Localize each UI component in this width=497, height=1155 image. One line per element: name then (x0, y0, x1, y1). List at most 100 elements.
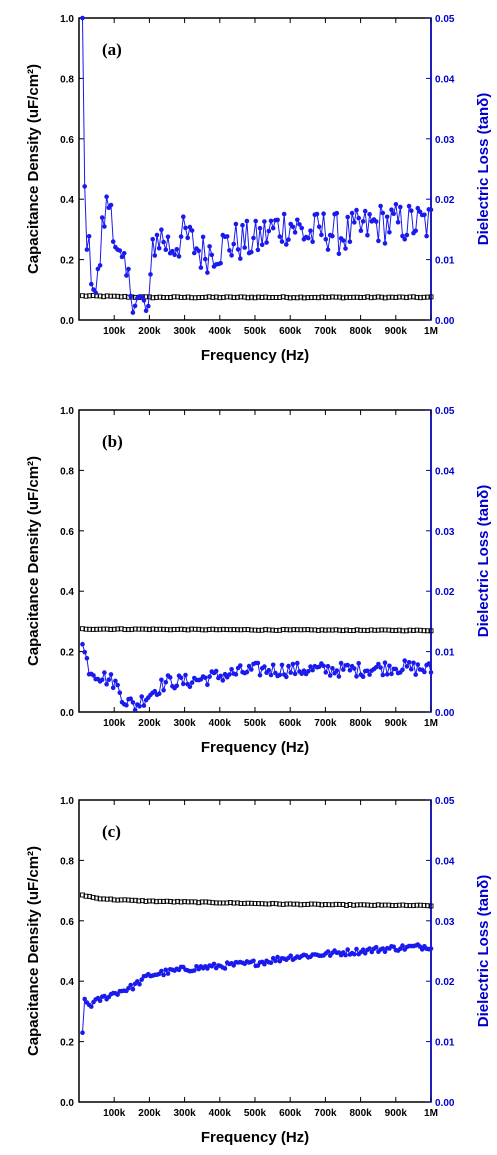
capacitance-point (393, 903, 399, 908)
panel-label: (b) (102, 432, 123, 451)
loss-point (108, 672, 114, 677)
panel-label: (c) (102, 822, 121, 841)
capacitance-point (196, 295, 202, 301)
loss-point (233, 221, 239, 227)
capacitance-point (414, 627, 420, 633)
y-tick-label: 0.8 (60, 74, 74, 85)
loss-point (231, 241, 236, 247)
capacitance-point (199, 295, 205, 300)
loss-point (130, 310, 136, 315)
capacitance-point (80, 293, 85, 299)
capacitance-point (425, 628, 430, 634)
loss-point (387, 230, 392, 235)
y-axis-label: Capacitance Density (uF/cm²) (25, 456, 42, 666)
capacitance-point (340, 628, 346, 634)
capacitance-point (428, 628, 434, 634)
y2-axis-label: Dielectric Loss (tanδ) (475, 485, 492, 637)
capacitance-point (308, 901, 314, 907)
loss-point (402, 237, 408, 242)
capacitance-point (372, 627, 378, 633)
loss-point (268, 672, 274, 678)
capacitance-point (217, 627, 223, 633)
capacitance-point (203, 627, 209, 633)
capacitance-point (284, 294, 290, 300)
x-tick-label: 300k (173, 1108, 196, 1119)
loss-point (428, 207, 434, 212)
loss-point (159, 677, 164, 683)
capacitance-point (389, 627, 395, 633)
capacitance-point (182, 294, 188, 300)
loss-point (132, 707, 138, 713)
loss-point (266, 667, 272, 673)
capacitance-point (90, 293, 96, 298)
capacitance-point (132, 897, 138, 903)
loss-point (373, 945, 379, 950)
y2-tick-label: 0.03 (435, 917, 455, 928)
loss-point (365, 232, 370, 238)
capacitance-point (185, 627, 191, 633)
capacitance-point (403, 628, 409, 634)
capacitance-point (322, 294, 328, 300)
capacitance-point (414, 294, 420, 300)
x-axis-label: Frequency (Hz) (201, 1129, 309, 1146)
capacitance-point (111, 293, 117, 299)
loss-point (246, 663, 252, 669)
loss-point (334, 668, 340, 673)
loss-point (141, 298, 147, 303)
capacitance-point (249, 627, 254, 633)
capacitance-point (354, 902, 360, 908)
capacitance-point (368, 902, 374, 908)
loss-point (124, 273, 129, 278)
capacitance-point (375, 902, 381, 908)
loss-point (110, 239, 116, 244)
capacitance-point (161, 295, 166, 300)
loss-point (93, 290, 98, 296)
loss-point (181, 214, 186, 219)
capacitance-point (164, 898, 170, 904)
loss-point (89, 1004, 94, 1009)
capacitance-point (203, 294, 209, 300)
capacitance-point (368, 627, 374, 633)
loss-point (163, 680, 169, 685)
loss-point (413, 672, 419, 677)
loss-point (82, 996, 87, 1002)
y-tick-label: 0.4 (60, 195, 74, 206)
loss-point (306, 669, 311, 674)
capacitance-point (333, 294, 339, 300)
loss-point (126, 985, 131, 991)
capacitance-series (80, 293, 434, 301)
capacitance-point (245, 627, 251, 633)
loss-point (356, 661, 362, 666)
capacitance-point (129, 897, 135, 903)
y2-tick-label: 0.04 (435, 74, 455, 85)
loss-point (187, 224, 193, 230)
loss-point (325, 949, 331, 954)
capacitance-point (182, 627, 188, 633)
x-tick-label: 400k (209, 326, 232, 337)
loss-point (389, 207, 394, 212)
capacitance-point (301, 627, 307, 633)
capacitance-point (379, 902, 385, 908)
capacitance-point (143, 626, 149, 632)
loss-point (167, 675, 173, 680)
capacitance-point (263, 901, 269, 907)
capacitance-point (270, 900, 276, 906)
capacitance-point (115, 626, 121, 632)
capacitance-point (157, 898, 163, 904)
loss-point (393, 666, 399, 672)
capacitance-point (386, 627, 392, 633)
loss-point (334, 210, 340, 216)
y-tick-label: 1.0 (60, 796, 74, 807)
loss-point (251, 235, 256, 241)
y-tick-label: 0.8 (60, 466, 74, 477)
loss-point (321, 211, 326, 216)
capacitance-point (322, 627, 328, 633)
capacitance-point (175, 294, 181, 300)
capacitance-point (361, 902, 367, 908)
capacitance-point (280, 294, 286, 300)
x-tick-label: 300k (173, 718, 196, 729)
capacitance-point (410, 294, 416, 300)
loss-point (80, 15, 85, 21)
y-tick-label: 0.2 (60, 256, 74, 267)
